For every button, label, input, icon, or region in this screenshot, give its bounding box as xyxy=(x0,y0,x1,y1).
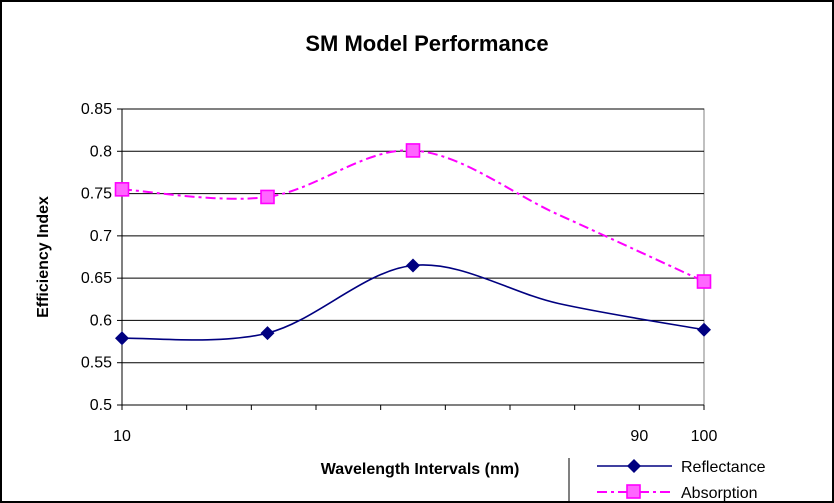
x-axis-title: Wavelength Intervals (nm) xyxy=(321,461,520,478)
legend-label-reflectance: Reflectance xyxy=(681,459,766,476)
y-tick-label: 0.6 xyxy=(90,312,112,329)
series-layer xyxy=(114,143,712,346)
legend: Reflectance Absorption xyxy=(568,458,766,503)
data-point-absorption xyxy=(405,143,421,158)
data-point-reflectance xyxy=(115,331,129,346)
y-tick-label: 0.55 xyxy=(81,355,112,372)
legend-item-absorption: Absorption xyxy=(597,484,758,502)
y-tick-label: 0.75 xyxy=(81,186,112,203)
y-tick-label: 0.7 xyxy=(90,228,112,245)
y-tick-label: 0.85 xyxy=(81,101,112,118)
data-point-absorption xyxy=(696,274,712,289)
legend-label-absorption: Absorption xyxy=(681,485,758,502)
x-tick-label: 10 xyxy=(113,428,131,445)
plot-area xyxy=(121,108,705,406)
y-tick-label: 0.65 xyxy=(81,270,112,287)
x-tick-label: 90 xyxy=(630,428,648,445)
x-axis-ticks: 10 90 100 xyxy=(113,405,717,445)
y-tick-label: 0.8 xyxy=(90,143,112,160)
chart-title: SM Model Performance xyxy=(305,31,548,56)
data-point-absorption xyxy=(114,182,130,197)
data-point-reflectance xyxy=(260,326,275,341)
x-tick-label: 100 xyxy=(691,428,718,445)
legend-item-reflectance: Reflectance xyxy=(597,459,766,476)
data-point-reflectance xyxy=(406,258,420,273)
y-axis-ticks: 0.5 0.55 0.6 0.65 0.7 0.75 0.8 0.85 xyxy=(81,101,122,414)
legend-marker-reflectance xyxy=(627,459,641,473)
y-tick-label: 0.5 xyxy=(90,397,112,414)
data-point-reflectance xyxy=(697,322,711,337)
legend-marker-absorption xyxy=(626,484,641,499)
y-axis-title: Efficiency Index xyxy=(35,196,52,318)
data-point-absorption xyxy=(260,189,275,205)
